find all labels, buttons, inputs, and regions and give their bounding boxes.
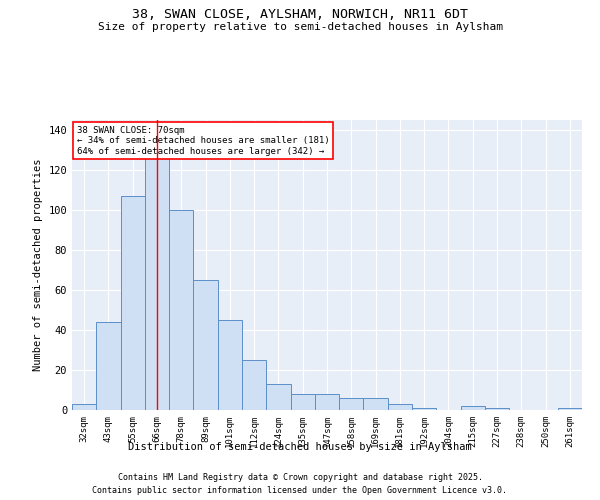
Text: Distribution of semi-detached houses by size in Aylsham: Distribution of semi-detached houses by … xyxy=(128,442,472,452)
Bar xyxy=(121,196,145,410)
Y-axis label: Number of semi-detached properties: Number of semi-detached properties xyxy=(33,159,43,371)
Bar xyxy=(290,394,315,410)
Text: Contains public sector information licensed under the Open Government Licence v3: Contains public sector information licen… xyxy=(92,486,508,495)
Bar xyxy=(242,360,266,410)
Bar xyxy=(364,398,388,410)
Bar xyxy=(145,150,169,410)
Bar xyxy=(412,408,436,410)
Bar xyxy=(388,404,412,410)
Text: Size of property relative to semi-detached houses in Aylsham: Size of property relative to semi-detach… xyxy=(97,22,503,32)
Bar xyxy=(169,210,193,410)
Bar xyxy=(266,384,290,410)
Bar xyxy=(558,408,582,410)
Bar xyxy=(315,394,339,410)
Bar xyxy=(193,280,218,410)
Text: 38 SWAN CLOSE: 70sqm
← 34% of semi-detached houses are smaller (181)
64% of semi: 38 SWAN CLOSE: 70sqm ← 34% of semi-detac… xyxy=(77,126,330,156)
Bar xyxy=(96,322,121,410)
Bar xyxy=(485,408,509,410)
Bar xyxy=(339,398,364,410)
Bar xyxy=(72,404,96,410)
Text: 38, SWAN CLOSE, AYLSHAM, NORWICH, NR11 6DT: 38, SWAN CLOSE, AYLSHAM, NORWICH, NR11 6… xyxy=(132,8,468,20)
Bar xyxy=(218,320,242,410)
Bar xyxy=(461,406,485,410)
Text: Contains HM Land Registry data © Crown copyright and database right 2025.: Contains HM Land Registry data © Crown c… xyxy=(118,472,482,482)
